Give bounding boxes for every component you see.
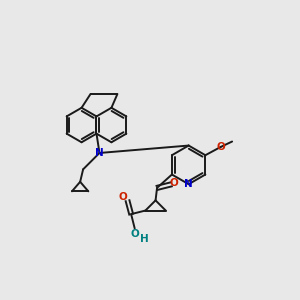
Text: H: H xyxy=(140,234,148,244)
Text: O: O xyxy=(169,178,178,188)
Text: N: N xyxy=(95,148,104,158)
Text: N: N xyxy=(184,178,193,189)
Text: O: O xyxy=(119,192,128,202)
Text: O: O xyxy=(130,229,139,239)
Text: O: O xyxy=(217,142,225,152)
